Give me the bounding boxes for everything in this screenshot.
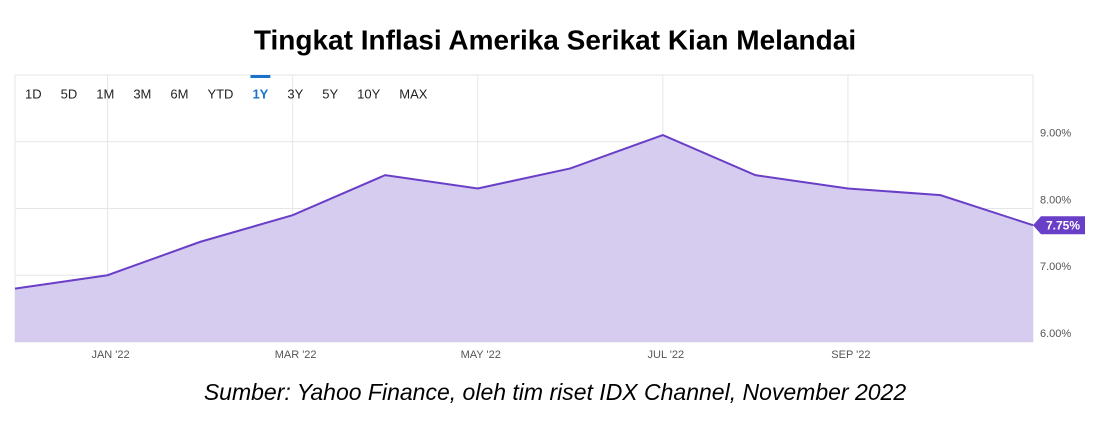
range-button[interactable]: 5Y bbox=[322, 86, 338, 101]
range-button[interactable]: 3Y bbox=[287, 86, 303, 101]
x-tick-label: MAR '22 bbox=[275, 349, 317, 361]
value-badge bbox=[1033, 216, 1085, 235]
source-note: Sumber: Yahoo Finance, oleh tim riset ID… bbox=[204, 379, 907, 405]
x-tick-label: MAY '22 bbox=[461, 349, 501, 361]
area-fill bbox=[15, 135, 1033, 342]
range-selected-indicator bbox=[250, 75, 271, 78]
line bbox=[14, 133, 1034, 290]
y-tick-label: 8.00% bbox=[1040, 194, 1071, 206]
x-tick-label: SEP '22 bbox=[831, 349, 870, 361]
range-button[interactable]: 5D bbox=[61, 86, 78, 101]
range-button[interactable]: 1D bbox=[25, 86, 42, 101]
range-button[interactable]: 10Y bbox=[357, 86, 380, 101]
range-button[interactable]: YTD bbox=[207, 86, 233, 101]
range-button[interactable]: MAX bbox=[399, 86, 428, 101]
y-tick-label: 9.00% bbox=[1040, 128, 1071, 140]
range-button[interactable]: 3M bbox=[133, 86, 151, 101]
y-tick-label: 6.00% bbox=[1040, 328, 1071, 340]
range-button[interactable]: 1M bbox=[96, 86, 114, 101]
chart-title: Tingkat Inflasi Amerika Serikat Kian Mel… bbox=[254, 24, 856, 55]
x-tick-label: JAN '22 bbox=[91, 349, 129, 361]
x-tick-label: JUL '22 bbox=[648, 349, 685, 361]
y-tick-label: 7.00% bbox=[1040, 261, 1071, 273]
range-button[interactable]: 1Y bbox=[252, 86, 268, 101]
value-label: 7.75% bbox=[1046, 218, 1080, 232]
range-button[interactable]: 6M bbox=[170, 86, 188, 101]
